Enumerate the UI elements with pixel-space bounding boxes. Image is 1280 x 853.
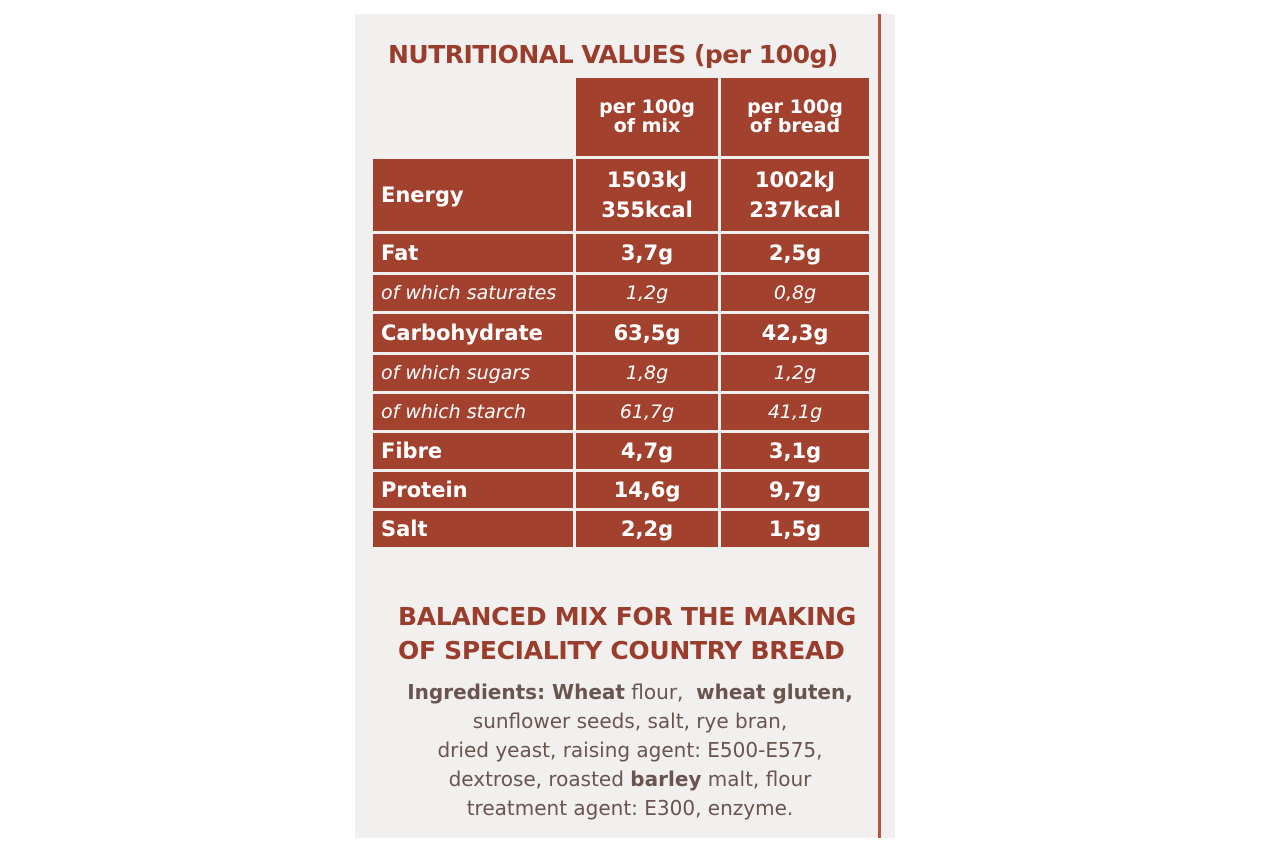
row: of which starch 61,7g 41,1g (373, 394, 869, 430)
cell: 0,8g (721, 275, 869, 311)
cell: 1002kJ 237kcal (721, 159, 869, 231)
row: of which saturates 1,2g 0,8g (373, 275, 869, 311)
ingredients: Ingredients: Wheat flour, wheat gluten, … (380, 678, 880, 823)
ingredients-line: Ingredients: Wheat flour, wheat gluten, (380, 678, 880, 707)
cell: 9,7g (721, 472, 869, 508)
cell: 3,1g (721, 433, 869, 469)
ingredient-text: treatment agent: E300, enzyme. (466, 796, 794, 820)
cell: 61,7g (576, 394, 718, 430)
ingredient-text: barley (630, 767, 702, 791)
cell: 1,8g (576, 355, 718, 391)
row: of which sugars 1,8g 1,2g (373, 355, 869, 391)
row-label: Energy (373, 159, 573, 231)
row: Fibre 4,7g 3,1g (373, 433, 869, 469)
ingredients-line: dextrose, roasted barley malt, flour (380, 765, 880, 794)
value: 355kcal (601, 198, 693, 222)
row: Salt 2,2g 1,5g (373, 511, 869, 547)
cell: 14,6g (576, 472, 718, 508)
row-label: Carbohydrate (373, 314, 573, 352)
header-line: of bread (749, 115, 841, 137)
ingredient-text: Ingredients: Wheat (407, 680, 625, 704)
header-row: per 100g of mix per 100g of bread (373, 78, 869, 156)
row-label: Protein (373, 472, 573, 508)
header-line: per 100g (599, 96, 695, 118)
header-line: per 100g (747, 96, 843, 118)
row-label: Fibre (373, 433, 573, 469)
row-label: of which sugars (373, 355, 573, 391)
row-label: Salt (373, 511, 573, 547)
header-line: of mix (613, 115, 681, 137)
cell: 1503kJ 355kcal (576, 159, 718, 231)
ingredient-text: dextrose, roasted (448, 767, 631, 791)
ingredients-line: sunflower seeds, salt, rye bran, (380, 707, 880, 736)
title: NUTRITIONAL VALUES (per 100g) (388, 40, 838, 69)
cell: 4,7g (576, 433, 718, 469)
row-label: of which saturates (373, 275, 573, 311)
ingredient-text: sunflower seeds, salt, rye bran, (472, 709, 788, 733)
ingredients-line: dried yeast, raising agent: E500-E575, (380, 736, 880, 765)
cell: 1,2g (721, 355, 869, 391)
description-line: BALANCED MIX FOR THE MAKING (398, 602, 856, 631)
ingredient-text: malt, flour (701, 767, 812, 791)
row-label: Fat (373, 234, 573, 272)
value: 1002kJ (754, 168, 836, 192)
row: Carbohydrate 63,5g 42,3g (373, 314, 869, 352)
cell: 1,5g (721, 511, 869, 547)
cell: 2,5g (721, 234, 869, 272)
value: 1503kJ (606, 168, 688, 192)
label-edge (878, 14, 881, 838)
ingredient-text: wheat gluten, (696, 680, 853, 704)
product-description: BALANCED MIX FOR THE MAKING OF SPECIALIT… (398, 600, 856, 668)
cell: 3,7g (576, 234, 718, 272)
cell: 1,2g (576, 275, 718, 311)
ingredients-line: treatment agent: E300, enzyme. (380, 794, 880, 823)
ingredient-text: flour, (624, 680, 697, 704)
cell: 42,3g (721, 314, 869, 352)
column-header: per 100g of bread (721, 78, 869, 156)
value: 237kcal (749, 198, 841, 222)
cell: 41,1g (721, 394, 869, 430)
column-header: per 100g of mix (576, 78, 718, 156)
row: Energy 1503kJ 355kcal 1002kJ 237kcal (373, 159, 869, 231)
nutrition-table: per 100g of mix per 100g of bread Energy 1… (370, 75, 872, 550)
row: Protein 14,6g 9,7g (373, 472, 869, 508)
cell: 2,2g (576, 511, 718, 547)
row: Fat 3,7g 2,5g (373, 234, 869, 272)
ingredient-text: dried yeast, raising agent: E500-E575, (437, 738, 823, 762)
description-line: OF SPECIALITY COUNTRY BREAD (398, 636, 845, 665)
row-label: of which starch (373, 394, 573, 430)
blank-cell (373, 78, 573, 156)
cell: 63,5g (576, 314, 718, 352)
